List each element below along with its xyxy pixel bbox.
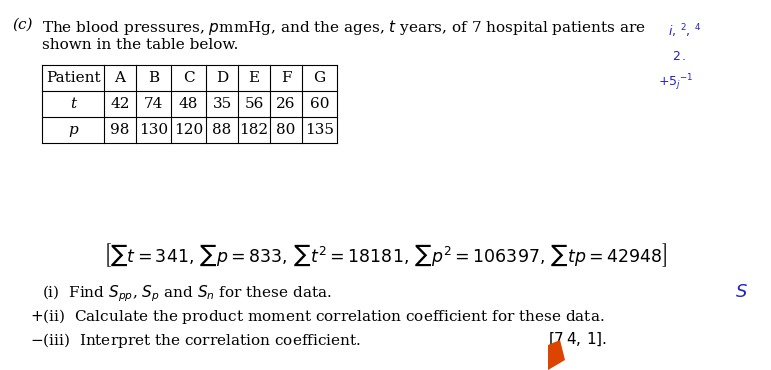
Text: E: E <box>248 71 260 85</box>
Text: 120: 120 <box>174 123 203 137</box>
Text: 35: 35 <box>212 97 231 111</box>
Text: $\left[7\,4,\, 1\right].$: $\left[7\,4,\, 1\right].$ <box>548 331 607 349</box>
Text: t: t <box>70 97 76 111</box>
Text: 130: 130 <box>139 123 168 137</box>
Text: 88: 88 <box>212 123 231 137</box>
Text: F: F <box>281 71 291 85</box>
Text: $+5_j{}^{-1}$: $+5_j{}^{-1}$ <box>658 72 694 92</box>
Text: $+$(ii)  Calculate the product moment correlation coefficient for these data.: $+$(ii) Calculate the product moment cor… <box>30 307 604 326</box>
Text: $S$: $S$ <box>735 283 748 301</box>
Text: 48: 48 <box>179 97 198 111</box>
Text: 42: 42 <box>110 97 130 111</box>
Text: p: p <box>68 123 78 137</box>
Polygon shape <box>548 340 565 370</box>
Text: (c): (c) <box>12 18 32 32</box>
Text: B: B <box>148 71 159 85</box>
Text: 98: 98 <box>110 123 130 137</box>
Text: 26: 26 <box>276 97 296 111</box>
Text: The blood pressures, $p$mmHg, and the ages, $t$ years, of 7 hospital patients ar: The blood pressures, $p$mmHg, and the ag… <box>42 18 646 37</box>
Text: 74: 74 <box>144 97 163 111</box>
Text: 80: 80 <box>276 123 296 137</box>
Text: A: A <box>115 71 126 85</box>
Text: (i)  Find $S_{pp}$, $S_p$ and $S_n$ for these data.: (i) Find $S_{pp}$, $S_p$ and $S_n$ for t… <box>42 283 332 304</box>
Text: $2\,.$: $2\,.$ <box>672 50 687 63</box>
Text: Patient: Patient <box>45 71 100 85</box>
Text: shown in the table below.: shown in the table below. <box>42 38 238 52</box>
Text: 182: 182 <box>240 123 268 137</box>
Text: $\left[\sum t = 341,\, \sum p = 833,\, \sum t^2 = 18181,\, \sum p^2 = 106397,\, : $\left[\sum t = 341,\, \sum p = 833,\, \… <box>103 241 667 269</box>
Text: 60: 60 <box>310 97 329 111</box>
Text: 135: 135 <box>305 123 334 137</box>
Text: C: C <box>183 71 194 85</box>
Text: $-$(iii)  Interpret the correlation coefficient.: $-$(iii) Interpret the correlation coeff… <box>30 331 361 350</box>
Text: $i, \,^2,\, ^4$: $i, \,^2,\, ^4$ <box>668 22 702 40</box>
Text: 56: 56 <box>244 97 264 111</box>
Text: D: D <box>216 71 228 85</box>
Text: G: G <box>313 71 325 85</box>
